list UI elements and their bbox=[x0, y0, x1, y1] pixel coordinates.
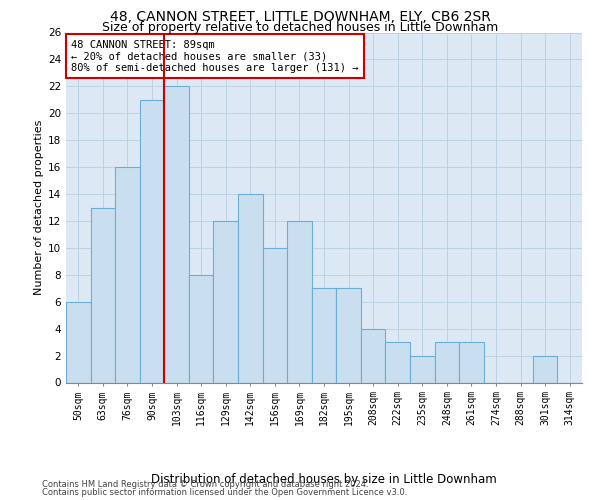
Text: Contains HM Land Registry data © Crown copyright and database right 2024.: Contains HM Land Registry data © Crown c… bbox=[42, 480, 368, 489]
Text: 48, CANNON STREET, LITTLE DOWNHAM, ELY, CB6 2SR: 48, CANNON STREET, LITTLE DOWNHAM, ELY, … bbox=[110, 10, 490, 24]
Bar bbox=[459, 342, 484, 382]
Y-axis label: Number of detached properties: Number of detached properties bbox=[34, 120, 44, 295]
Text: Contains public sector information licensed under the Open Government Licence v3: Contains public sector information licen… bbox=[42, 488, 407, 497]
Bar bbox=[434, 342, 459, 382]
Bar bbox=[336, 288, 361, 382]
Text: 48 CANNON STREET: 89sqm
← 20% of detached houses are smaller (33)
80% of semi-de: 48 CANNON STREET: 89sqm ← 20% of detache… bbox=[71, 40, 359, 72]
Bar bbox=[115, 167, 140, 382]
Bar bbox=[66, 302, 91, 382]
X-axis label: Distribution of detached houses by size in Little Downham: Distribution of detached houses by size … bbox=[151, 472, 497, 486]
Bar bbox=[385, 342, 410, 382]
Bar bbox=[263, 248, 287, 382]
Bar bbox=[140, 100, 164, 382]
Bar bbox=[312, 288, 336, 382]
Bar bbox=[533, 356, 557, 382]
Bar bbox=[361, 328, 385, 382]
Bar bbox=[164, 86, 189, 383]
Bar bbox=[238, 194, 263, 382]
Bar bbox=[287, 221, 312, 382]
Bar bbox=[214, 221, 238, 382]
Bar bbox=[189, 275, 214, 382]
Text: Size of property relative to detached houses in Little Downham: Size of property relative to detached ho… bbox=[102, 21, 498, 34]
Bar bbox=[410, 356, 434, 382]
Bar bbox=[91, 208, 115, 382]
